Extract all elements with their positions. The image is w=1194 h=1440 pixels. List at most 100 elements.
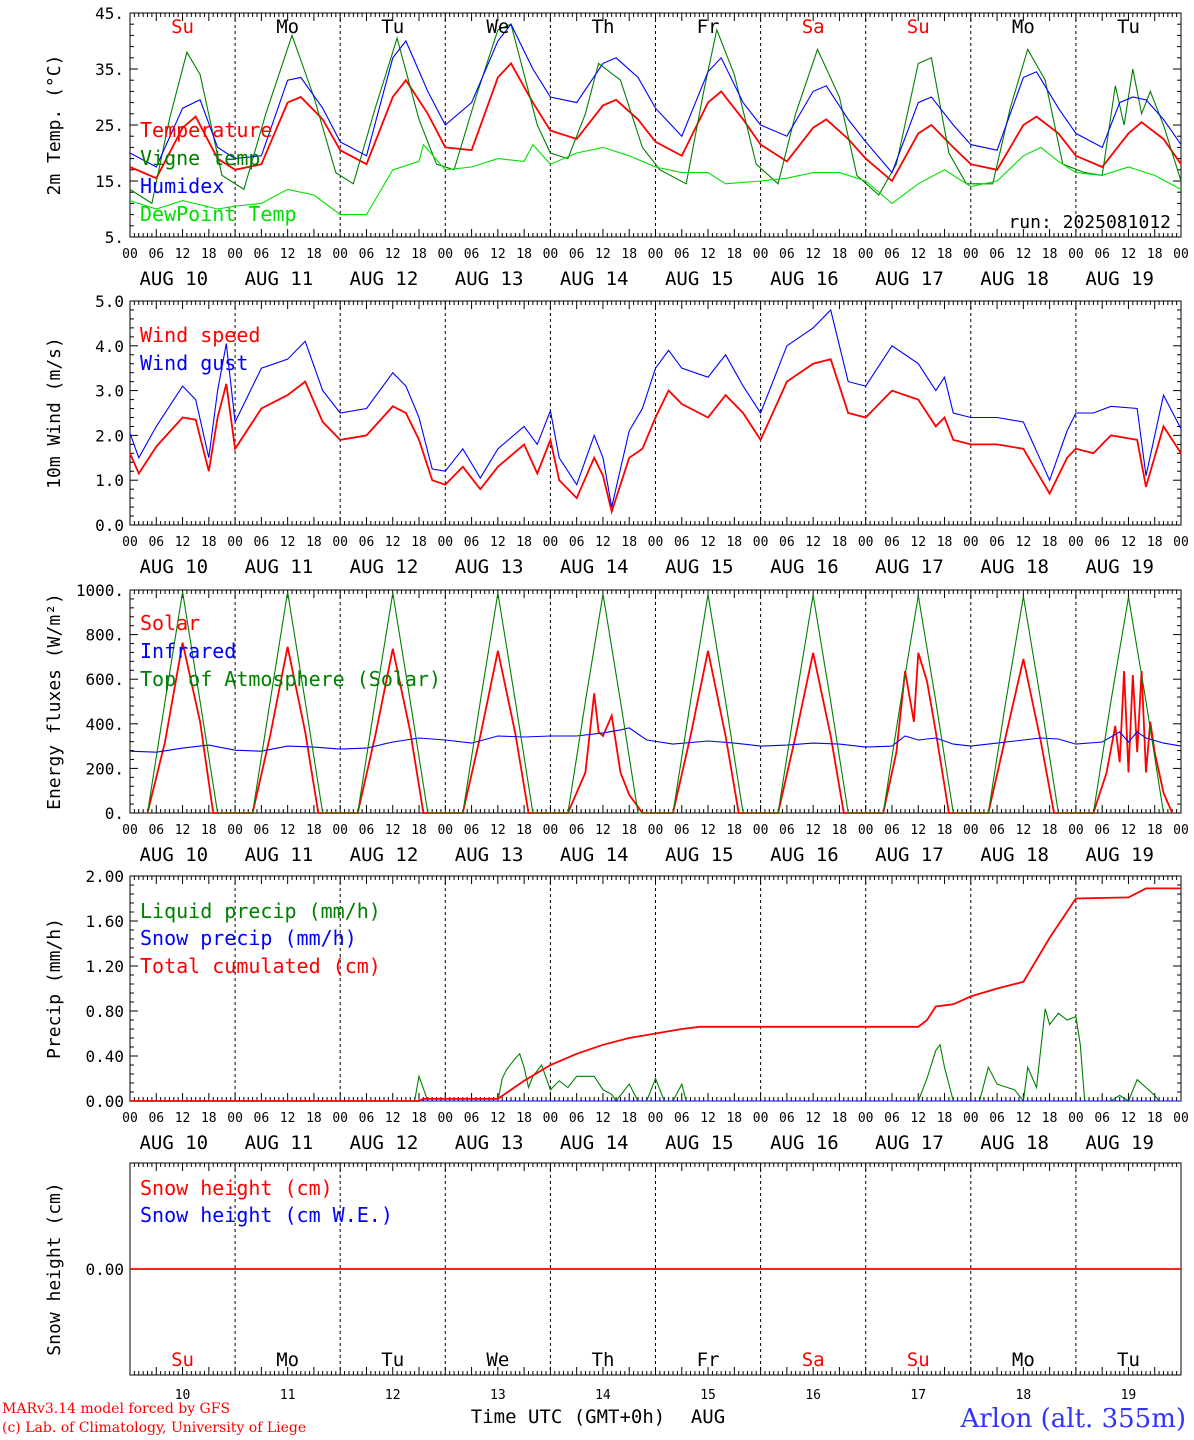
date-label: AUG 10 xyxy=(139,844,208,866)
hour-tick-label: 06 xyxy=(989,535,1005,550)
series-line-temperature xyxy=(129,61,1182,183)
hour-tick-label: 18 xyxy=(411,247,427,262)
hour-tick-label: 12 xyxy=(280,247,296,262)
date-label: AUG 15 xyxy=(665,268,734,290)
hour-tick-label: 12 xyxy=(175,1111,191,1126)
hour-tick-label: 06 xyxy=(1094,1111,1110,1126)
hour-tick-label: 00 xyxy=(1068,823,1084,838)
hour-tick-label: 00 xyxy=(332,823,348,838)
hour-tick-label: 00 xyxy=(963,1111,979,1126)
hour-tick-label: 06 xyxy=(779,823,795,838)
hour-tick-label: 00 xyxy=(858,1111,874,1126)
legend-entry: Infrared xyxy=(140,639,236,663)
hour-tick-label: 12 xyxy=(490,1111,506,1126)
hour-tick-label: 06 xyxy=(1094,535,1110,550)
hour-tick-label: 18 xyxy=(726,1111,742,1126)
hour-tick-label: 06 xyxy=(779,535,795,550)
hour-tick-label: 00 xyxy=(1173,247,1189,262)
hour-tick-label: 18 xyxy=(832,535,848,550)
hour-tick-label: 18 xyxy=(411,535,427,550)
hour-tick-label: 00 xyxy=(753,535,769,550)
date-label: AUG 16 xyxy=(770,1132,839,1154)
y-tick-label: 5. xyxy=(105,228,124,247)
hour-tick-label: 18 xyxy=(726,823,742,838)
series-line-total-cumulated-cm- xyxy=(130,887,1181,1102)
hour-tick-label: 12 xyxy=(700,1111,716,1126)
y-tick-label: 800. xyxy=(85,626,124,645)
hour-tick-label: 06 xyxy=(884,1111,900,1126)
y-tick-label: 600. xyxy=(85,670,124,689)
date-label: AUG 14 xyxy=(560,268,629,290)
hour-tick-label: 06 xyxy=(569,247,585,262)
hour-tick-label: 18 xyxy=(201,247,217,262)
date-label: AUG 17 xyxy=(875,1132,944,1154)
hour-tick-label: 12 xyxy=(1121,535,1137,550)
series-line-top-of-atmosphere-solar- xyxy=(146,591,1165,814)
day-name: Fr xyxy=(697,1349,720,1371)
station-name: Arlon (alt. 355m) xyxy=(960,1404,1186,1434)
day-name: Tu xyxy=(381,16,404,38)
day-number: 19 xyxy=(1121,1388,1137,1403)
hour-tick-label: 00 xyxy=(543,247,559,262)
y-tick-label: 2.0 xyxy=(95,426,124,445)
day-name: Th xyxy=(592,1349,615,1371)
hour-tick-label: 12 xyxy=(280,535,296,550)
hour-tick-label: 18 xyxy=(937,823,953,838)
hour-tick-label: 00 xyxy=(1068,1111,1084,1126)
day-name: Th xyxy=(592,16,615,38)
y-axis-label: 2m Temp. (°C) xyxy=(44,55,65,196)
hour-tick-label: 06 xyxy=(884,823,900,838)
y-axis-label: Snow height (cm) xyxy=(44,1182,65,1355)
hour-tick-label: 06 xyxy=(254,535,270,550)
hour-tick-label: 18 xyxy=(1042,247,1058,262)
day-name: Su xyxy=(171,16,194,38)
series-line-solar xyxy=(146,642,1174,814)
panel-frame xyxy=(129,589,1182,814)
legend-entry: Solar xyxy=(140,611,200,635)
hour-tick-label: 18 xyxy=(306,535,322,550)
hour-tick-label: 18 xyxy=(832,823,848,838)
lab-credit: (c) Lab. of Climatology, University of L… xyxy=(2,1420,307,1436)
hour-tick-label: 00 xyxy=(963,535,979,550)
panel-temp: 5. 15. 25. 35. 45. 2m Temp. (°C) Temperature Vi… xyxy=(44,4,1189,290)
date-label: AUG 17 xyxy=(875,844,944,866)
hour-tick-label: 12 xyxy=(175,247,191,262)
hour-tick-label: 12 xyxy=(490,247,506,262)
hour-tick-label: 06 xyxy=(674,535,690,550)
date-label: AUG 12 xyxy=(350,556,419,578)
hour-tick-label: 12 xyxy=(910,247,926,262)
hour-tick-label: 12 xyxy=(280,823,296,838)
hour-tick-label: 00 xyxy=(963,823,979,838)
day-name: Sa xyxy=(802,16,825,38)
y-axis-label: Precip (mm/h) xyxy=(44,918,65,1059)
date-label: AUG 10 xyxy=(139,268,208,290)
day-name: Tu xyxy=(381,1349,404,1371)
hour-tick-label: 18 xyxy=(937,247,953,262)
hour-tick-label: 18 xyxy=(1042,823,1058,838)
date-label: AUG 16 xyxy=(770,268,839,290)
date-label: AUG 15 xyxy=(665,844,734,866)
day-number: 18 xyxy=(1016,1388,1032,1403)
hour-tick-label: 18 xyxy=(516,535,532,550)
hour-tick-label: 12 xyxy=(385,823,401,838)
hour-tick-label: 00 xyxy=(1173,535,1189,550)
hour-tick-label: 12 xyxy=(385,1111,401,1126)
y-tick-label: 0.0 xyxy=(95,516,124,535)
day-name: Su xyxy=(907,1349,930,1371)
legend-entry: Wind gust xyxy=(140,351,248,375)
series-line-vigne-temp xyxy=(129,23,1182,205)
hour-tick-label: 06 xyxy=(1094,247,1110,262)
y-tick-label: 45. xyxy=(95,4,124,23)
hour-tick-label: 00 xyxy=(227,823,243,838)
hour-tick-label: 18 xyxy=(201,535,217,550)
series-line-humidex xyxy=(129,23,1182,174)
y-tick-label: 200. xyxy=(85,759,124,778)
date-label: AUG 18 xyxy=(980,556,1049,578)
hour-tick-label: 00 xyxy=(332,247,348,262)
hour-tick-label: 12 xyxy=(805,535,821,550)
date-label: AUG 13 xyxy=(455,268,524,290)
hour-tick-label: 06 xyxy=(359,823,375,838)
y-tick-label: 400. xyxy=(85,715,124,734)
legend-entry: Humidex xyxy=(140,174,224,198)
hour-tick-label: 18 xyxy=(1147,247,1163,262)
